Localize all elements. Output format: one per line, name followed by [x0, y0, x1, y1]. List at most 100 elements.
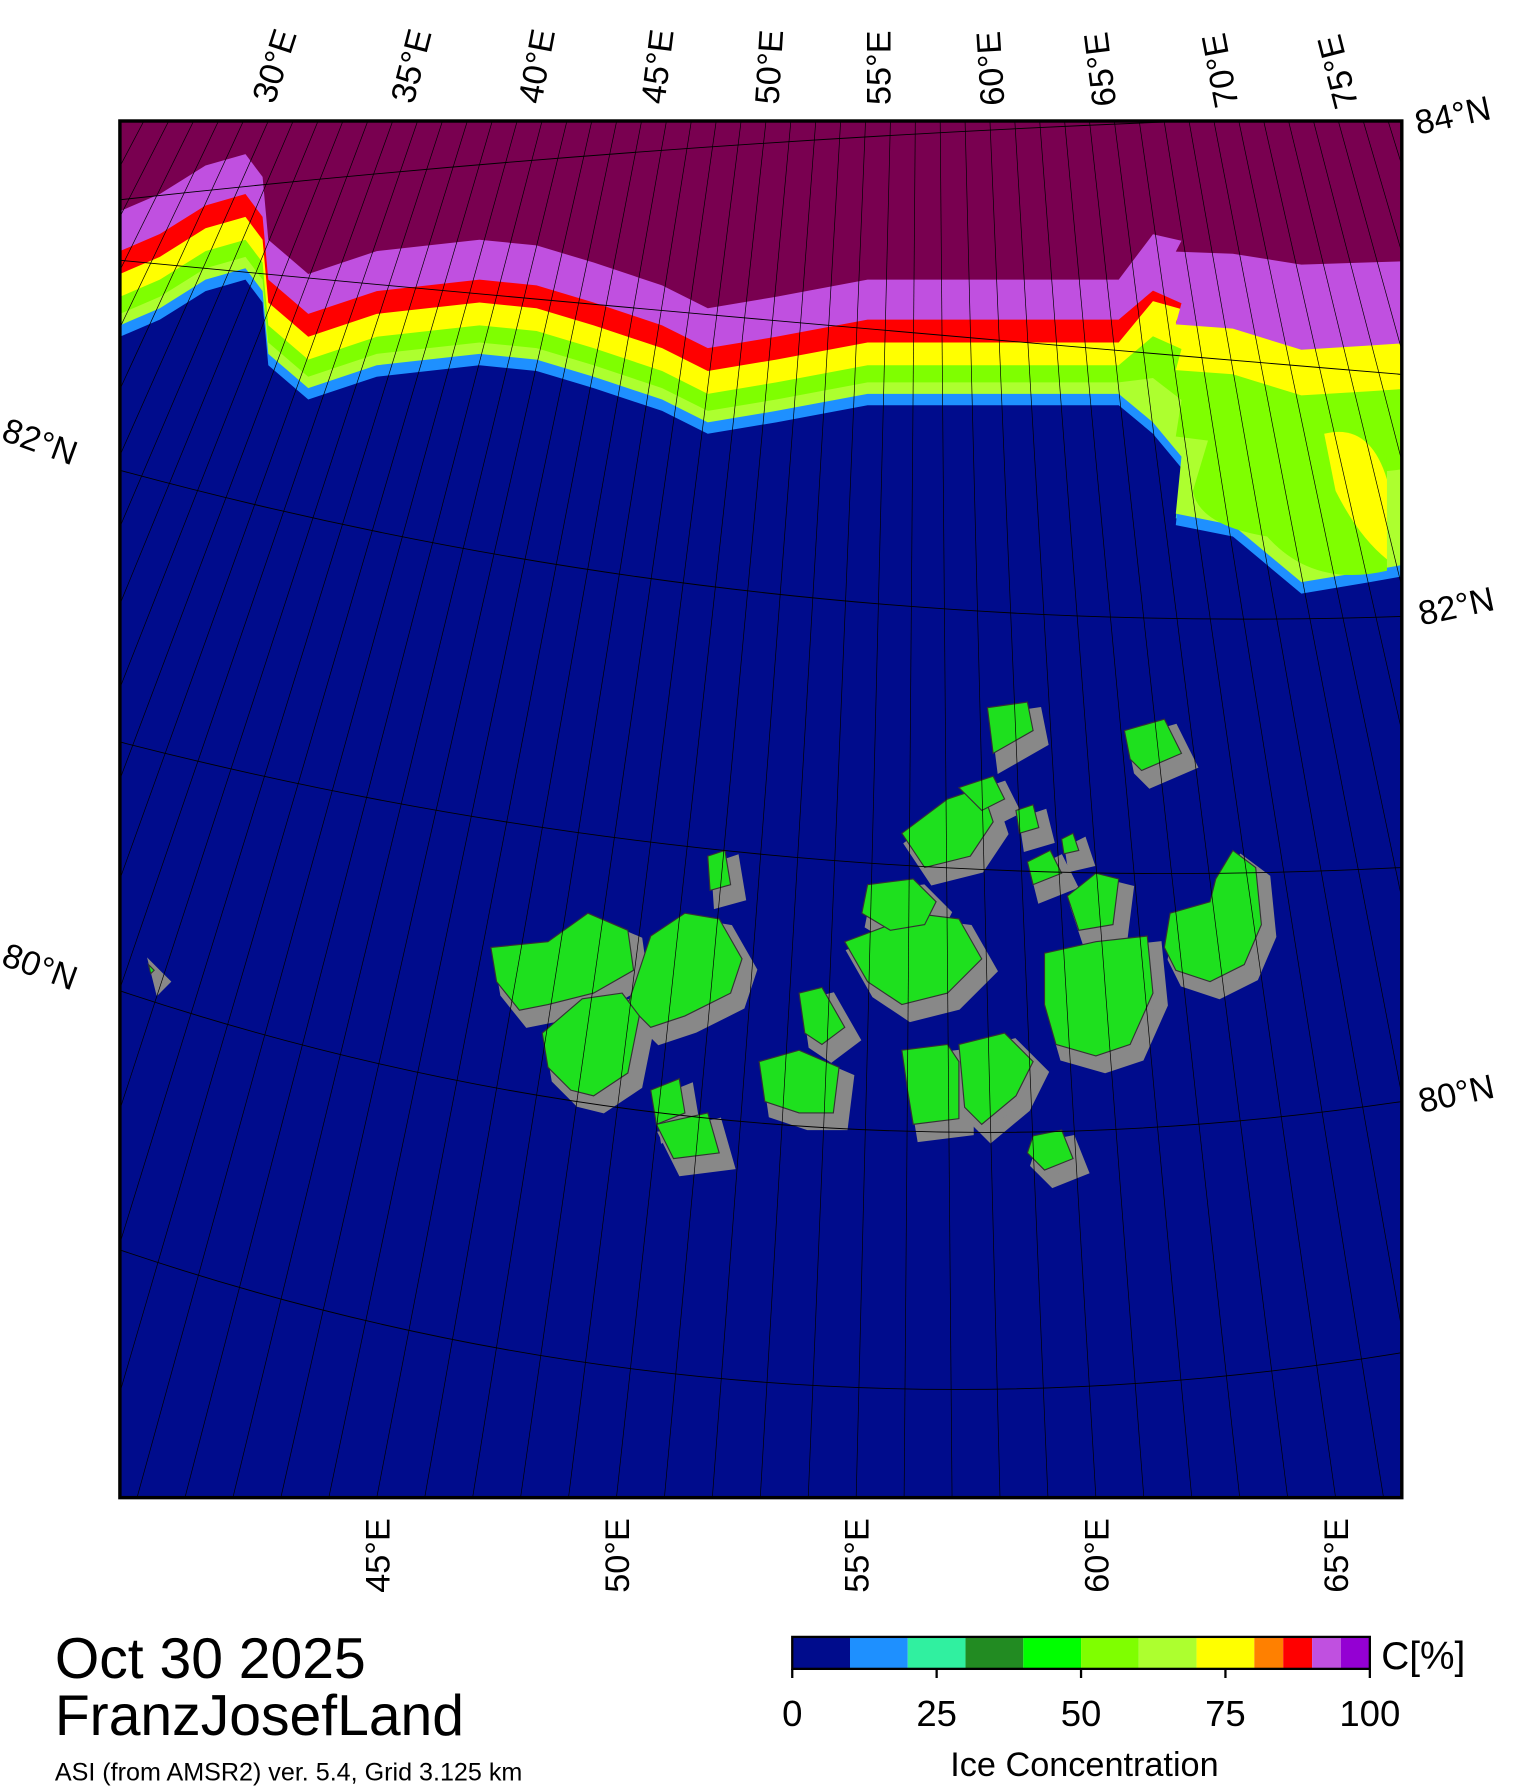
meridian — [0, 121, 69, 1498]
island — [758, 1049, 840, 1114]
colorbar-segment — [850, 1636, 908, 1669]
meridian — [1413, 121, 1516, 1498]
meridian — [119, 120, 369, 781]
island — [1061, 832, 1080, 855]
meridian — [119, 120, 394, 881]
lat-label: 82°N — [1415, 580, 1498, 633]
lon-label: 50°E — [599, 1518, 637, 1593]
meridian — [1163, 120, 1384, 1498]
meridian — [616, 120, 767, 1498]
lon-label: 65°E — [1318, 1518, 1356, 1593]
lon-label: 75°E — [1311, 31, 1366, 113]
lon-label: 35°E — [384, 25, 439, 107]
lat-label: 80°N — [1415, 1068, 1498, 1121]
lon-label: 70°E — [1195, 30, 1246, 110]
parallel — [119, 259, 1402, 375]
parallel — [119, 990, 1402, 1133]
colorbar-tick-label: 0 — [782, 1693, 802, 1734]
meridian — [1238, 120, 1402, 901]
date: Oct 30 2025 — [55, 1627, 366, 1691]
meridian — [0, 121, 44, 1498]
lat-label: 82°N — [0, 411, 82, 473]
meridian — [119, 120, 244, 391]
colorbar-segment — [1081, 1636, 1139, 1669]
colorbar-tick-label: 25 — [916, 1693, 957, 1734]
parallel — [119, 1249, 1402, 1390]
meridian — [0, 121, 19, 1498]
sea-ice — [1324, 431, 1387, 560]
meridian — [711, 120, 817, 1498]
meridian — [328, 120, 618, 1498]
meridian — [0, 121, 94, 1498]
colorbar-unit: C[%] — [1381, 1635, 1465, 1678]
meridian — [1188, 120, 1402, 1332]
island — [1026, 1129, 1074, 1171]
meridian — [376, 120, 642, 1498]
lat-label: 80°N — [0, 936, 82, 998]
meridian — [964, 120, 1001, 1498]
parallel — [119, 741, 1402, 875]
region: FranzJosefLand — [55, 1684, 464, 1748]
colorbar-segment — [965, 1636, 1024, 1669]
map-area — [0, 120, 1516, 1498]
meridian — [280, 120, 593, 1498]
meridian — [664, 120, 792, 1498]
meridian — [1213, 120, 1402, 1097]
island — [541, 992, 640, 1097]
meridian — [989, 120, 1049, 1498]
colorbar-segment — [1196, 1636, 1255, 1669]
lon-label: 55°E — [839, 1518, 877, 1593]
island — [901, 786, 994, 869]
meridian — [1014, 120, 1097, 1498]
island — [1066, 872, 1120, 931]
meridian — [520, 120, 717, 1498]
lon-label: 45°E — [635, 27, 682, 106]
meridian — [119, 120, 319, 606]
island — [1015, 804, 1040, 835]
meridian — [1064, 120, 1193, 1498]
colorbar-title: Ice Concentration — [950, 1746, 1218, 1784]
lon-label: 30°E — [245, 25, 304, 108]
meridian — [119, 120, 344, 689]
meridian — [1387, 120, 1402, 167]
colorbar-tick-label: 100 — [1339, 1693, 1400, 1734]
island — [958, 1032, 1034, 1126]
meridian — [1114, 120, 1288, 1498]
meridian — [119, 120, 468, 1245]
meridian — [1313, 120, 1402, 463]
lon-label: 65°E — [1077, 30, 1124, 109]
colorbar-segment — [1254, 1636, 1284, 1669]
colorbar-segment — [792, 1636, 851, 1669]
meridian — [119, 120, 418, 990]
colorbar-tick-label: 75 — [1205, 1693, 1246, 1734]
parallel — [119, 469, 1402, 620]
lon-label: 45°E — [359, 1518, 397, 1593]
meridian — [1438, 121, 1516, 1498]
lon-label: 40°E — [512, 26, 563, 106]
meridian — [0, 121, 119, 1498]
meridian — [1513, 121, 1516, 1498]
island — [1026, 849, 1063, 886]
colorbar-segment — [1312, 1636, 1341, 1669]
meridian — [184, 120, 543, 1498]
meridian — [1463, 121, 1516, 1498]
meridian — [1488, 121, 1516, 1498]
meridian — [232, 120, 568, 1498]
island — [707, 849, 732, 892]
lon-label: 60°E — [1078, 1518, 1116, 1593]
meridian — [1138, 120, 1336, 1498]
source: ASI (from AMSR2) ver. 5.4, Grid 3.125 km — [55, 1759, 522, 1787]
meridian — [119, 120, 493, 1394]
meridian — [568, 120, 742, 1498]
colorbar-segment — [907, 1636, 966, 1669]
lat-label: 84°N — [1412, 89, 1495, 142]
meridian — [807, 120, 866, 1498]
meridian — [939, 120, 953, 1498]
island — [1043, 935, 1154, 1057]
parallel — [119, 120, 1203, 201]
map-frame — [118, 119, 1404, 1500]
island — [861, 878, 937, 931]
colorbar-segment — [1283, 1636, 1313, 1669]
